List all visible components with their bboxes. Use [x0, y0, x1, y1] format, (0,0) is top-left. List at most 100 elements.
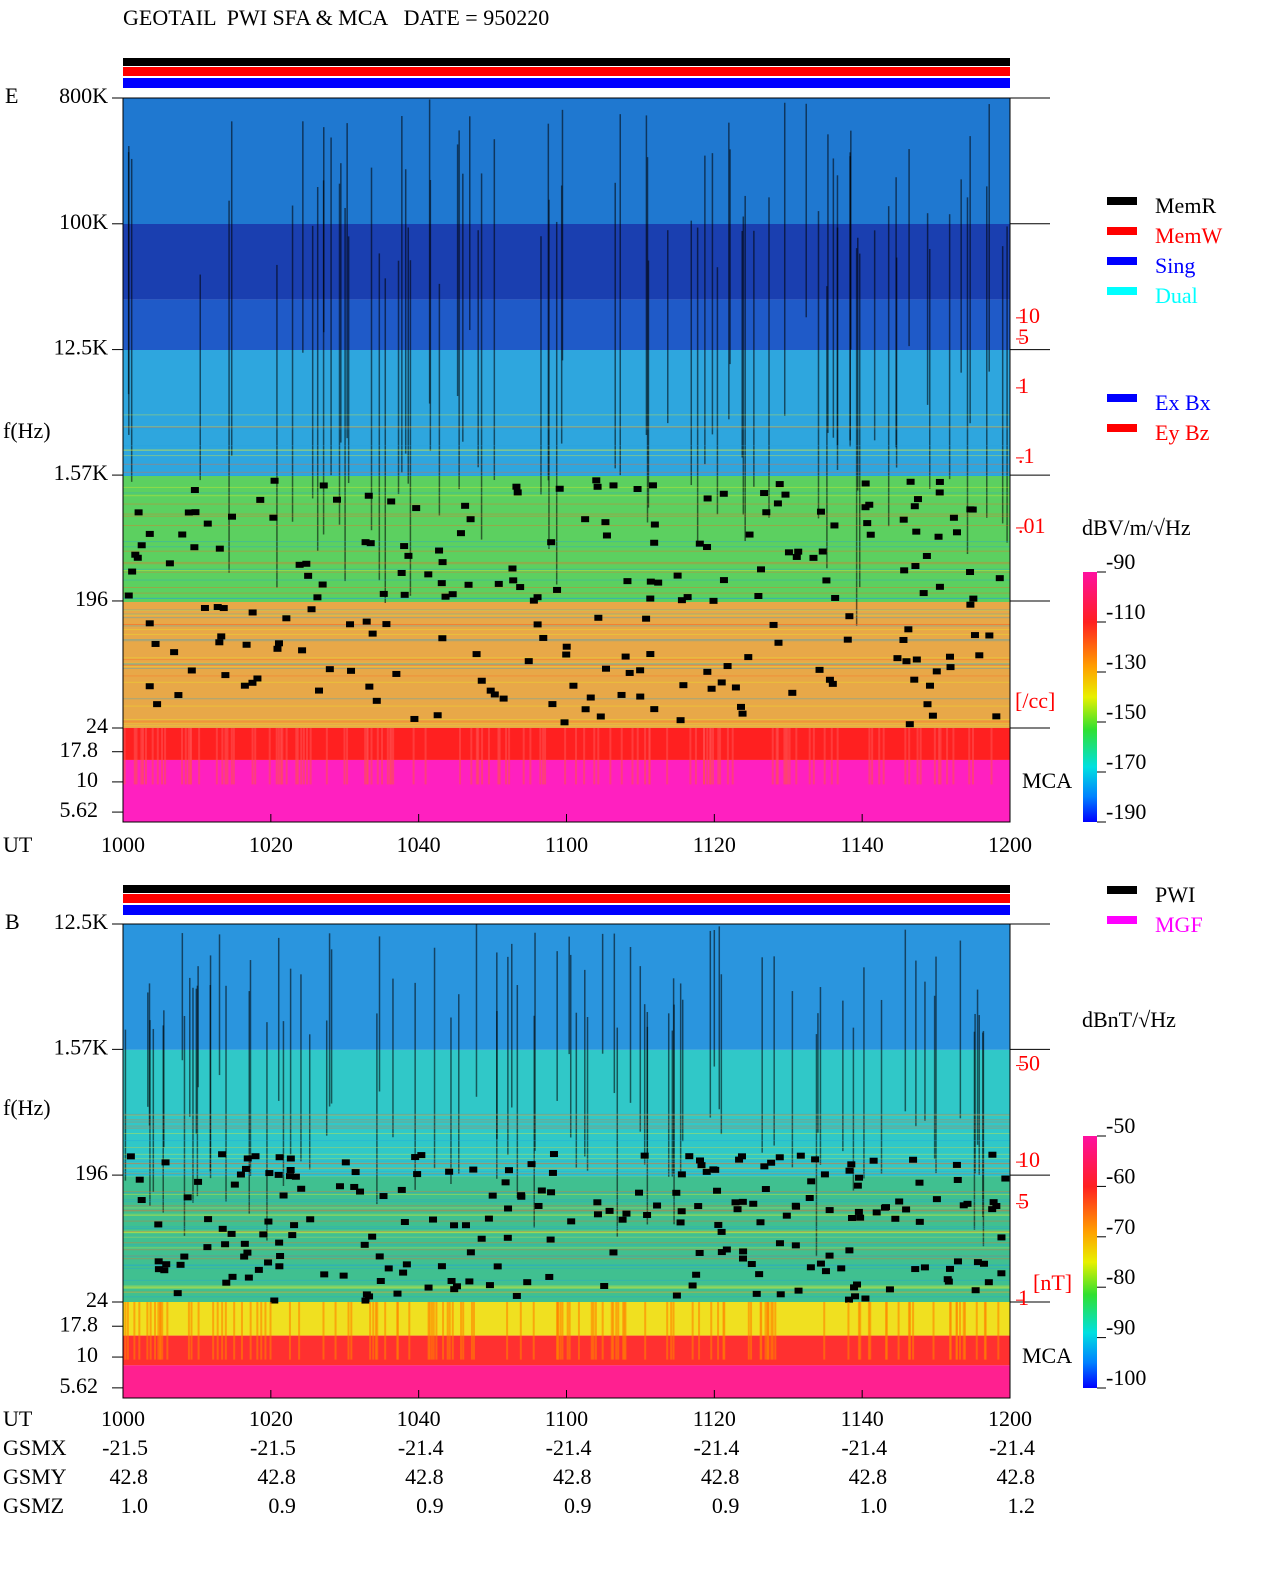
spectrum-texture	[949, 514, 958, 521]
mca-texture	[374, 1302, 377, 1360]
spectrum-texture	[690, 220, 693, 486]
spectrum-texture	[264, 1218, 273, 1225]
spectrum-texture	[456, 144, 459, 397]
spectrum-texture	[881, 1204, 890, 1211]
spectrum-texture	[275, 1239, 284, 1246]
spectrum-texture	[906, 478, 915, 485]
mca-texture	[555, 1302, 558, 1360]
spectrum-texture	[433, 712, 442, 719]
mca-texture	[142, 728, 145, 785]
spectrum-texture	[826, 286, 828, 569]
spectrum-texture	[861, 480, 870, 487]
spectrum-texture	[322, 180, 325, 535]
spectrum-texture	[411, 1154, 420, 1161]
spectrum-texture	[856, 1214, 865, 1221]
spectrum-texture	[123, 1192, 1010, 1194]
spectrum-texture	[676, 717, 685, 724]
spectrum-texture	[534, 932, 536, 1151]
legend-swatch	[1107, 424, 1137, 432]
spectrum-texture	[123, 541, 1010, 543]
spectrum-texture	[533, 1015, 535, 1228]
spectrum-texture	[646, 157, 649, 523]
spectrum-texture	[605, 1207, 614, 1214]
spectrum-texture	[707, 685, 716, 692]
spectrum-texture	[123, 625, 1010, 627]
spectrum-texture	[123, 1147, 1010, 1149]
spectrum-texture	[412, 505, 421, 512]
spectrum-texture	[594, 614, 603, 621]
spectrum-texture	[945, 1265, 954, 1272]
spectrum-texture	[997, 1234, 1006, 1241]
spectrum-texture	[240, 682, 249, 689]
mca-texture	[568, 1302, 571, 1360]
mca-texture	[644, 728, 647, 785]
spectrum-texture	[735, 1156, 744, 1163]
mca-texture	[770, 1302, 773, 1360]
spectrum-texture	[713, 1187, 722, 1194]
spectrum-texture	[593, 1199, 602, 1206]
orbit-value: -21.5	[250, 1435, 296, 1460]
spectrum-texture	[123, 1125, 1010, 1127]
y-tick-label: 1.57K	[54, 460, 109, 485]
spectrum-texture	[123, 568, 1010, 570]
spectrum-texture	[319, 482, 328, 489]
orbit-value: 42.8	[849, 1464, 888, 1489]
spectrum-texture	[872, 1209, 881, 1216]
spectrum-texture	[145, 530, 154, 537]
x-axis-label: UT	[3, 832, 33, 857]
spectrum-texture	[382, 621, 391, 628]
status-bar	[123, 905, 1010, 915]
spectrum-texture	[400, 1219, 409, 1226]
spectrum-texture	[123, 664, 1010, 666]
spectrum-texture	[123, 698, 1010, 700]
mca-label: MCA	[1022, 1343, 1072, 1368]
spectrum-texture	[959, 1202, 968, 1209]
spectrum-texture	[362, 618, 371, 625]
spectrum-texture	[493, 139, 496, 481]
spectrum-texture	[636, 693, 645, 700]
spectrum-texture	[562, 651, 571, 658]
spectrum-texture	[642, 615, 651, 622]
spectrum-texture	[217, 633, 226, 640]
spectrum-band	[123, 350, 1010, 476]
spectrum-texture	[935, 956, 937, 1174]
spectrum-texture	[784, 549, 793, 556]
spectrum-texture	[848, 1214, 857, 1221]
spectrum-texture	[499, 695, 508, 702]
spectrum-texture	[697, 1162, 706, 1169]
spectrum-texture	[899, 636, 908, 643]
spectrum-texture	[855, 1174, 864, 1181]
orbit-value: 0.9	[268, 1493, 296, 1518]
spectrum-texture	[739, 1248, 748, 1255]
mca-texture	[597, 728, 600, 785]
mca-band	[123, 1302, 1010, 1336]
colorbar-label: dBV/m/√Hz	[1082, 515, 1191, 540]
spectrum-texture	[575, 1012, 578, 1168]
spectrum-texture	[286, 1155, 295, 1162]
spectrum-texture	[822, 577, 831, 584]
spectrum-texture	[545, 1273, 554, 1280]
spectrum-texture	[757, 566, 766, 573]
spectrum-texture	[221, 672, 230, 679]
spectrum-texture	[335, 1183, 344, 1190]
spectrum-texture	[362, 1291, 371, 1298]
spectrum-texture	[414, 982, 416, 1190]
spectrum-texture	[123, 675, 1010, 677]
spectrum-texture	[969, 136, 971, 424]
spectrum-texture	[218, 1225, 227, 1232]
x-tick-label: 1000	[101, 1406, 145, 1431]
mca-texture	[187, 1302, 190, 1360]
spectrum-texture	[248, 991, 251, 1214]
spectrum-band	[123, 1176, 1010, 1302]
legend-label: Sing	[1155, 253, 1195, 278]
mca-texture	[774, 1302, 777, 1360]
spectrum-texture	[346, 123, 348, 439]
mca-texture	[285, 728, 288, 785]
spectrum-texture	[794, 548, 803, 555]
spectrum-texture	[975, 652, 984, 659]
spectrum-texture	[189, 977, 191, 1117]
spectrum-texture	[154, 1221, 163, 1228]
spectrum-texture	[378, 253, 381, 581]
spectrum-texture	[529, 597, 538, 604]
mca-texture	[230, 728, 233, 785]
